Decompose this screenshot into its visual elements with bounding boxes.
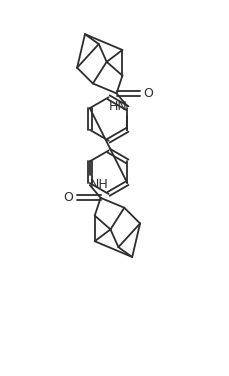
Text: NH: NH — [89, 178, 108, 191]
Text: O: O — [64, 191, 74, 205]
Text: O: O — [144, 87, 154, 100]
Text: HN: HN — [109, 100, 128, 113]
